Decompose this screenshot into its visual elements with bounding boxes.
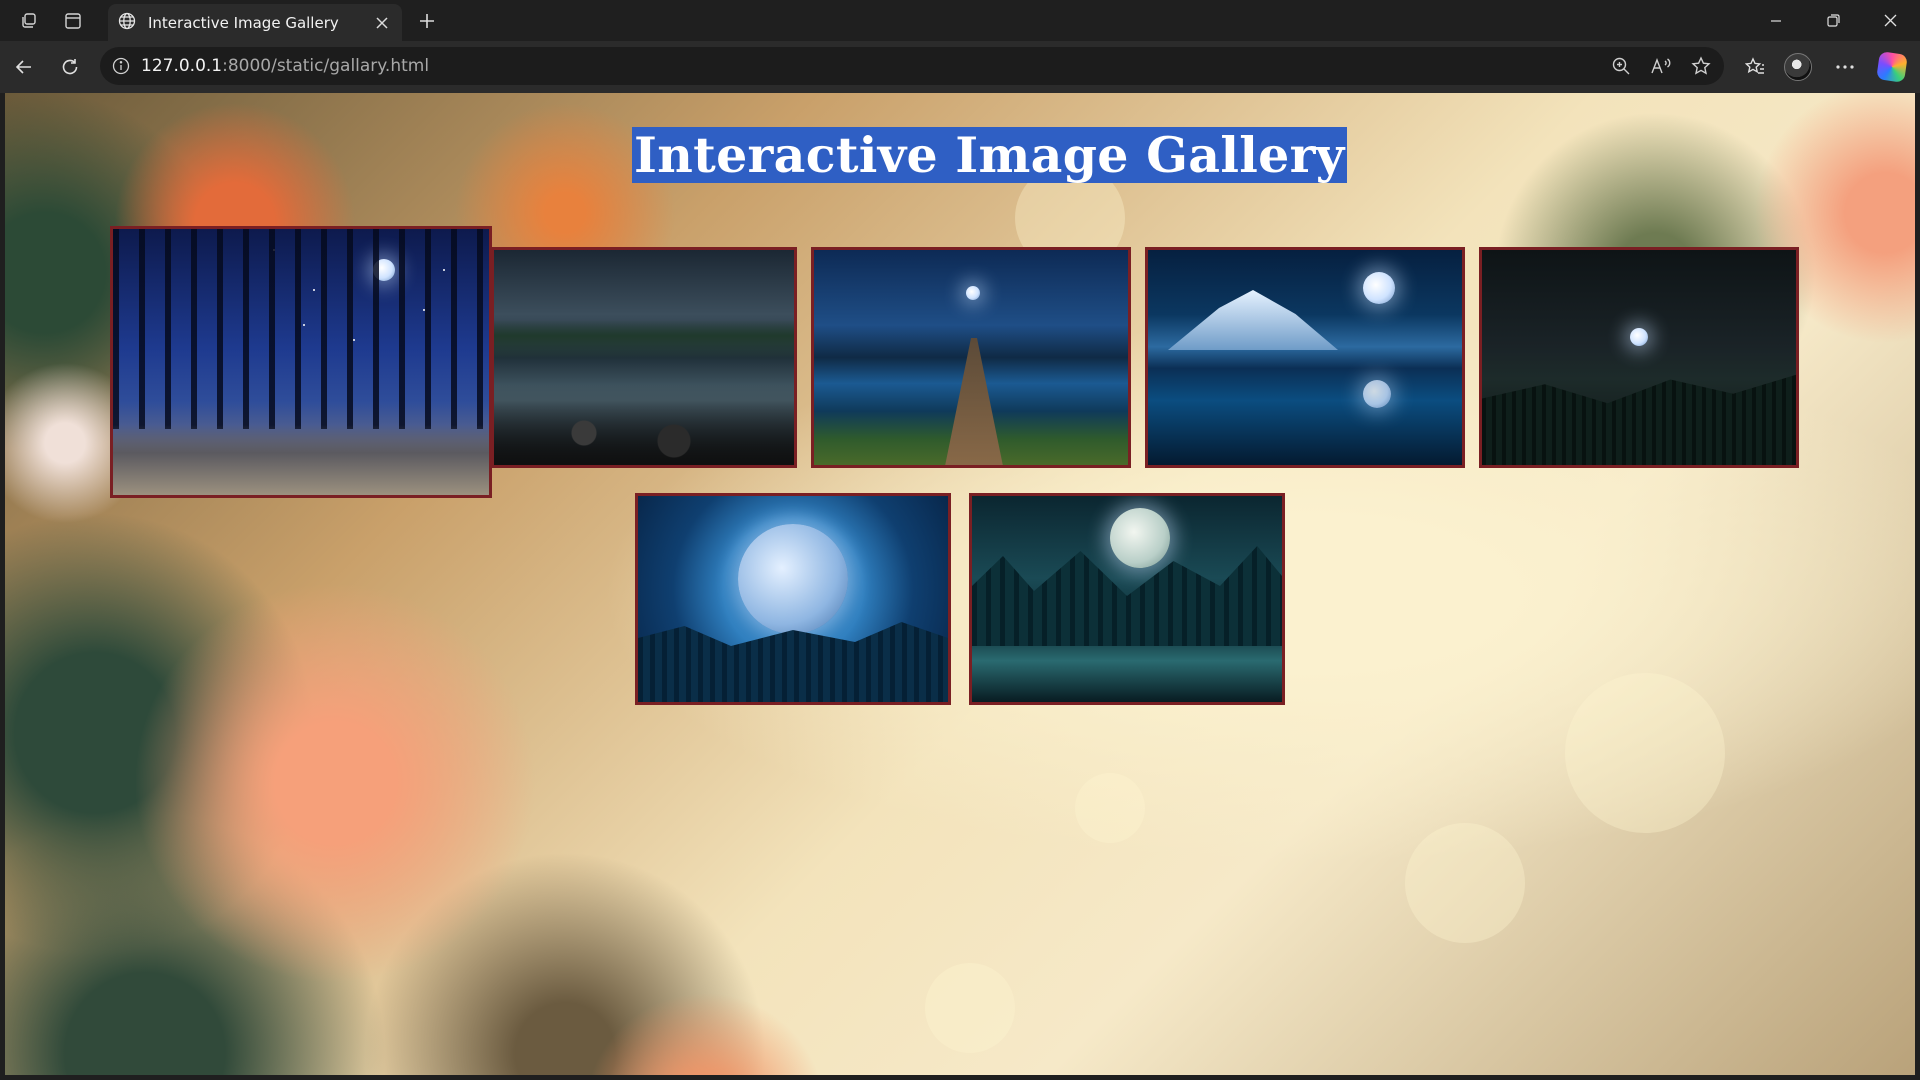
gallery-image-lake-pier[interactable]: [811, 247, 1131, 468]
moon: [1363, 272, 1395, 304]
refresh-icon[interactable]: [54, 51, 86, 83]
close-window-icon[interactable]: [1862, 0, 1918, 41]
favorites-icon[interactable]: [1739, 51, 1771, 83]
gallery-image-giant-moon-forest[interactable]: [635, 493, 951, 705]
bokeh-light: [925, 963, 1015, 1053]
toolbar: 127.0.0.1:8000/static/gallary.html: [0, 41, 1920, 93]
vertical-tabs-icon[interactable]: [58, 6, 88, 36]
moon: [1630, 328, 1648, 346]
tab-title: Interactive Image Gallery: [148, 13, 339, 32]
moon-reflection: [1363, 380, 1391, 408]
globe-icon: [118, 12, 136, 34]
more-options-icon[interactable]: [1829, 51, 1861, 83]
moon: [738, 524, 848, 634]
zoom-icon[interactable]: [1608, 54, 1634, 78]
gallery-image-moonlit-pond[interactable]: [969, 493, 1285, 705]
moon: [1110, 508, 1170, 568]
read-aloud-icon[interactable]: [1648, 54, 1674, 78]
page-title: Interactive Image Gallery: [632, 126, 1347, 184]
bokeh-light: [1565, 673, 1725, 833]
bokeh-light: [1405, 823, 1525, 943]
new-tab-icon[interactable]: [412, 6, 442, 36]
copilot-icon[interactable]: [1876, 51, 1908, 83]
favorite-star-icon[interactable]: [1688, 54, 1714, 78]
minimize-icon[interactable]: [1748, 0, 1804, 41]
gallery-image-starry-forest[interactable]: [110, 226, 492, 498]
workspaces-icon[interactable]: [14, 6, 44, 36]
gallery-image-mountain-lake[interactable]: [491, 247, 797, 468]
moon: [966, 286, 980, 300]
restore-icon[interactable]: [1805, 0, 1861, 41]
profile-avatar[interactable]: [1784, 53, 1812, 81]
site-info-icon[interactable]: [110, 55, 132, 77]
back-icon[interactable]: [8, 51, 40, 83]
address-bar[interactable]: 127.0.0.1:8000/static/gallary.html: [100, 47, 1724, 85]
url-text[interactable]: 127.0.0.1:8000/static/gallary.html: [141, 56, 429, 76]
url-path: :8000/static/gallary.html: [222, 56, 430, 76]
close-tab-icon[interactable]: [372, 13, 392, 33]
tab-strip: Interactive Image Gallery: [0, 0, 1920, 41]
url-host: 127.0.0.1: [141, 56, 223, 76]
tab-active[interactable]: Interactive Image Gallery: [108, 4, 402, 41]
gallery-image-snowy-mountain-moon[interactable]: [1145, 247, 1465, 468]
bokeh-light: [1075, 773, 1145, 843]
gallery-image-dark-forest-moon[interactable]: [1479, 247, 1799, 468]
page-viewport: Interactive Image Gallery: [5, 93, 1915, 1075]
